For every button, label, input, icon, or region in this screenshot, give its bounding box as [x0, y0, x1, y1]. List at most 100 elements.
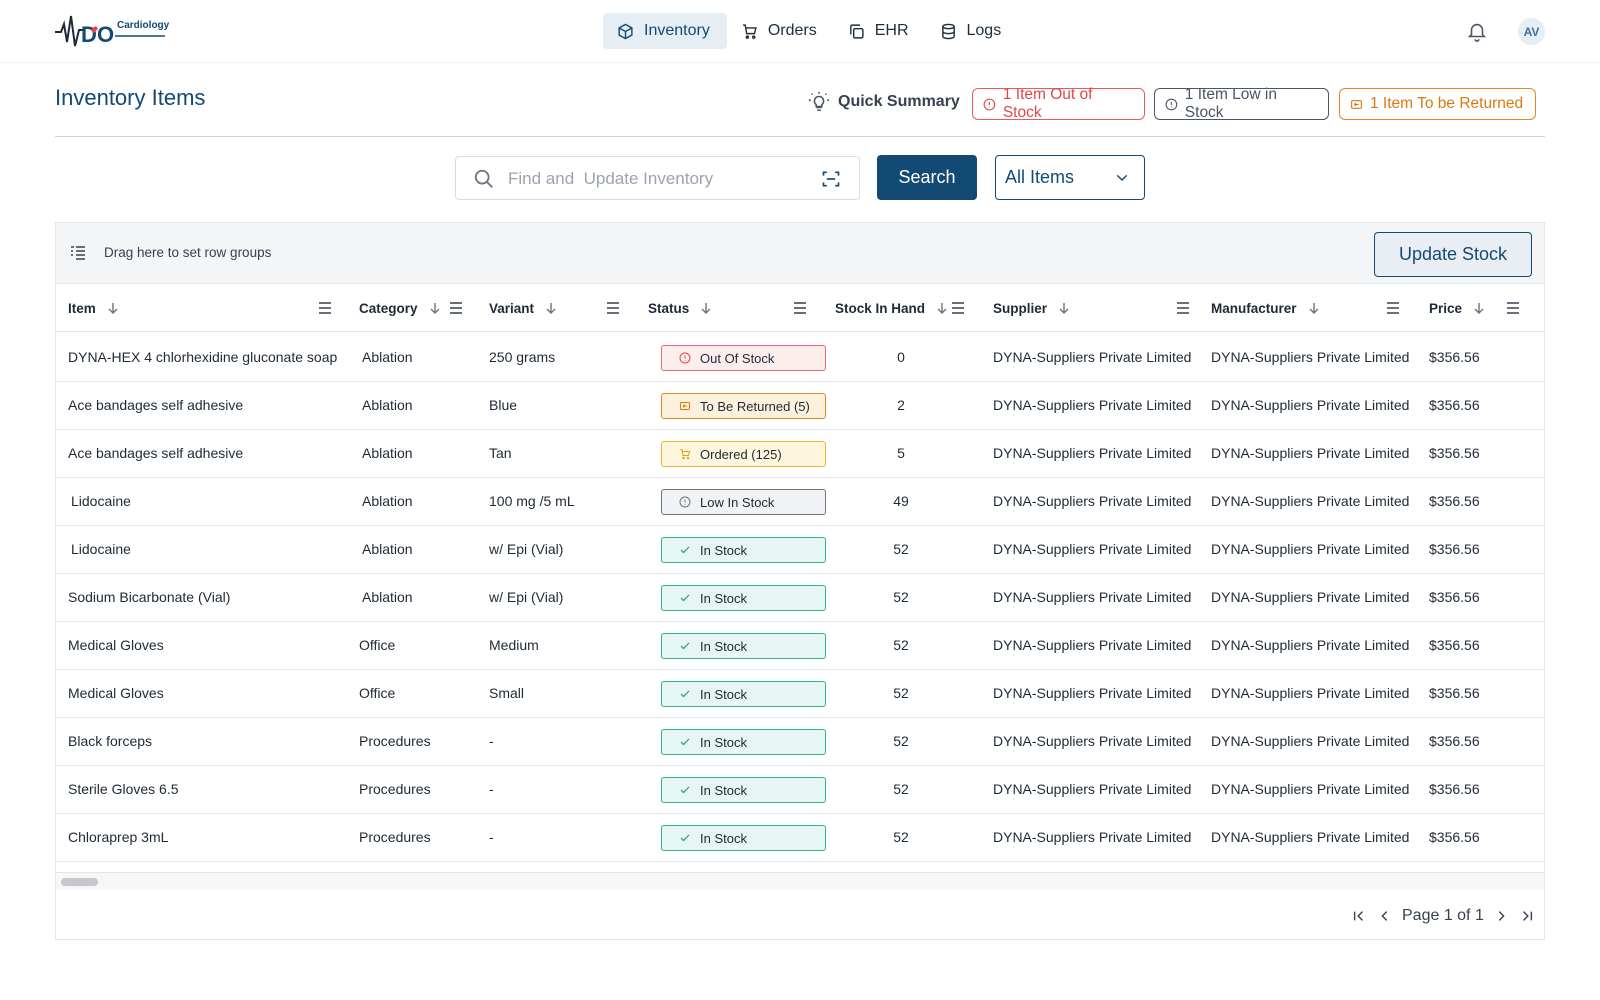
- nav-item-orders[interactable]: Orders: [727, 13, 834, 49]
- nav-label: EHR: [874, 22, 909, 39]
- cell-manufacturer: DYNA-Suppliers Private Limited: [1211, 349, 1410, 365]
- cell-manufacturer: DYNA-Suppliers Private Limited: [1211, 829, 1410, 845]
- header-col-item[interactable]: Item: [68, 284, 120, 332]
- check-icon: [680, 642, 690, 650]
- cell-manufacturer: DYNA-Suppliers Private Limited: [1211, 685, 1410, 701]
- cell-manufacturer: DYNA-Suppliers Private Limited: [1211, 589, 1410, 605]
- cell-variant: Small: [489, 685, 525, 701]
- sort-arrow-icon[interactable]: [689, 301, 713, 315]
- table-row[interactable]: Medical Gloves Office Medium In Stock 52 DYNA…: [56, 621, 1544, 670]
- cell-manufacturer: DYNA-Suppliers Private Limited: [1211, 445, 1410, 461]
- table-row[interactable]: Ace bandages self adhesive Ablation Tan Ord…: [56, 429, 1544, 478]
- table-row[interactable]: Lidocaine Ablation w/ Epi (Vial) In Stock 52…: [56, 525, 1544, 574]
- column-menu-icon[interactable]: [1176, 301, 1190, 314]
- next-page-button[interactable]: [1488, 905, 1514, 927]
- sort-arrow-icon[interactable]: [1297, 301, 1321, 315]
- cell-variant: w/ Epi (Vial): [489, 589, 564, 605]
- cell-supplier: DYNA-Suppliers Private Limited: [993, 397, 1192, 413]
- table-row[interactable]: Sodium Bicarbonate (Vial) Ablation w/ Epi …: [56, 573, 1544, 622]
- sort-arrow-icon[interactable]: [1462, 301, 1486, 315]
- column-menu-icon[interactable]: [318, 301, 332, 314]
- table-row[interactable]: Medical Gloves Office Small In Stock 52 DYNA-…: [56, 669, 1544, 718]
- app-logo[interactable]: D O Cardiology: [55, 12, 175, 50]
- table-row[interactable]: Ace bandages self adhesive Ablation Blue To…: [56, 381, 1544, 430]
- column-menu-icon[interactable]: [1506, 301, 1520, 314]
- last-page-button[interactable]: [1514, 905, 1540, 927]
- sort-arrow-icon[interactable]: [534, 301, 558, 315]
- cell-item: Lidocaine: [71, 493, 131, 509]
- pill-label: 1 Item To be Returned: [1370, 95, 1524, 112]
- sort-arrow-icon[interactable]: [925, 301, 949, 315]
- cell-category: Ablation: [362, 397, 413, 413]
- column-menu-icon[interactable]: [606, 301, 620, 314]
- status-badge-label: Out Of Stock: [700, 350, 775, 366]
- column-menu-icon[interactable]: [449, 301, 463, 314]
- cell-price: $356.56: [1429, 541, 1480, 557]
- table-row[interactable]: Chloraprep 3mL Procedures - In Stock 52 DYNA-…: [56, 813, 1544, 862]
- chevron-right-icon: [1498, 911, 1505, 921]
- out-of-stock-pill[interactable]: 1 Item Out of Stock: [972, 86, 1145, 121]
- table-row[interactable]: DYNA-HEX 4 chlorhexidine gluconate soap A…: [56, 333, 1544, 382]
- sort-arrow-icon[interactable]: [1047, 301, 1071, 315]
- header-col-category[interactable]: Category: [359, 284, 442, 332]
- scrollbar-thumb[interactable]: [61, 878, 98, 886]
- cell-price: $356.56: [1429, 349, 1480, 365]
- items-filter-dropdown[interactable]: All Items: [995, 155, 1145, 200]
- header-col-stock-in-hand[interactable]: Stock In Hand: [835, 284, 949, 332]
- cell-manufacturer: DYNA-Suppliers Private Limited: [1211, 781, 1410, 797]
- horizontal-scrollbar[interactable]: [56, 872, 1544, 890]
- table-row[interactable]: Sterile Gloves 6.5 Procedures - In Stock 52 D…: [56, 765, 1544, 814]
- filter-selected-value: All Items: [1005, 167, 1075, 187]
- nav-item-inventory[interactable]: Inventory: [603, 13, 727, 49]
- cell-variant: -: [489, 781, 494, 797]
- search-input[interactable]: [508, 165, 808, 193]
- table-row[interactable]: Lidocaine Ablation 100 mg /5 mL Low In Stoc…: [56, 477, 1544, 526]
- svg-text:O: O: [97, 22, 114, 47]
- main-nav: Inventory Orders EHR Logs: [603, 13, 1018, 49]
- cell-supplier: DYNA-Suppliers Private Limited: [993, 541, 1192, 557]
- row-group-panel[interactable]: Drag here to set row groups Update Stock: [56, 223, 1544, 284]
- header-col-supplier[interactable]: Supplier: [993, 284, 1071, 332]
- database-icon: [941, 23, 955, 39]
- nav-item-ehr[interactable]: EHR: [834, 13, 926, 49]
- first-page-button[interactable]: [1346, 905, 1372, 927]
- status-badge-label: In Stock: [700, 638, 747, 654]
- column-header-label: Status: [648, 300, 690, 316]
- page-title: Inventory Items: [55, 85, 206, 110]
- column-menu-icon[interactable]: [951, 301, 965, 314]
- column-header-label: Supplier: [993, 300, 1048, 316]
- chevron-down-icon: [1116, 174, 1128, 182]
- cell-manufacturer: DYNA-Suppliers Private Limited: [1211, 397, 1410, 413]
- bell-icon[interactable]: [1466, 19, 1488, 43]
- first-page-icon: [1353, 911, 1363, 921]
- search-field[interactable]: [455, 156, 860, 200]
- status-badge: In Stock: [661, 681, 826, 707]
- header-col-status[interactable]: Status: [648, 284, 713, 332]
- header-col-manufacturer[interactable]: Manufacturer: [1211, 284, 1321, 332]
- status-badge-label: In Stock: [700, 830, 747, 846]
- column-header-label: Item: [68, 300, 96, 316]
- barcode-scan-icon[interactable]: [821, 169, 841, 189]
- cell-variant: 100 mg /5 mL: [489, 493, 575, 509]
- grid-header-row: Item Category Variant Status Stock In Hand Su…: [56, 284, 1544, 332]
- previous-page-button[interactable]: [1372, 905, 1398, 927]
- header-col-price[interactable]: Price: [1429, 284, 1486, 332]
- update-stock-button[interactable]: Update Stock: [1374, 232, 1532, 277]
- status-badge: In Stock: [661, 729, 826, 755]
- cell-stock: 0: [897, 349, 905, 365]
- search-button[interactable]: Search: [877, 155, 977, 200]
- to-be-returned-pill[interactable]: 1 Item To be Returned: [1339, 88, 1536, 120]
- sort-arrow-icon[interactable]: [418, 301, 442, 315]
- nav-item-logs[interactable]: Logs: [926, 13, 1019, 49]
- status-badge-label: In Stock: [700, 734, 747, 750]
- low-in-stock-pill[interactable]: 1 Item Low in Stock: [1154, 86, 1329, 121]
- status-badge-label: In Stock: [700, 686, 747, 702]
- header-col-variant[interactable]: Variant: [489, 284, 558, 332]
- cell-price: $356.56: [1429, 589, 1480, 605]
- status-badge: In Stock: [661, 633, 826, 659]
- column-menu-icon[interactable]: [1386, 301, 1400, 314]
- sort-arrow-icon[interactable]: [96, 301, 120, 315]
- column-menu-icon[interactable]: [793, 301, 807, 314]
- table-row[interactable]: Black forceps Procedures - In Stock 52 DYNA-S…: [56, 717, 1544, 766]
- user-avatar[interactable]: AV: [1518, 18, 1545, 45]
